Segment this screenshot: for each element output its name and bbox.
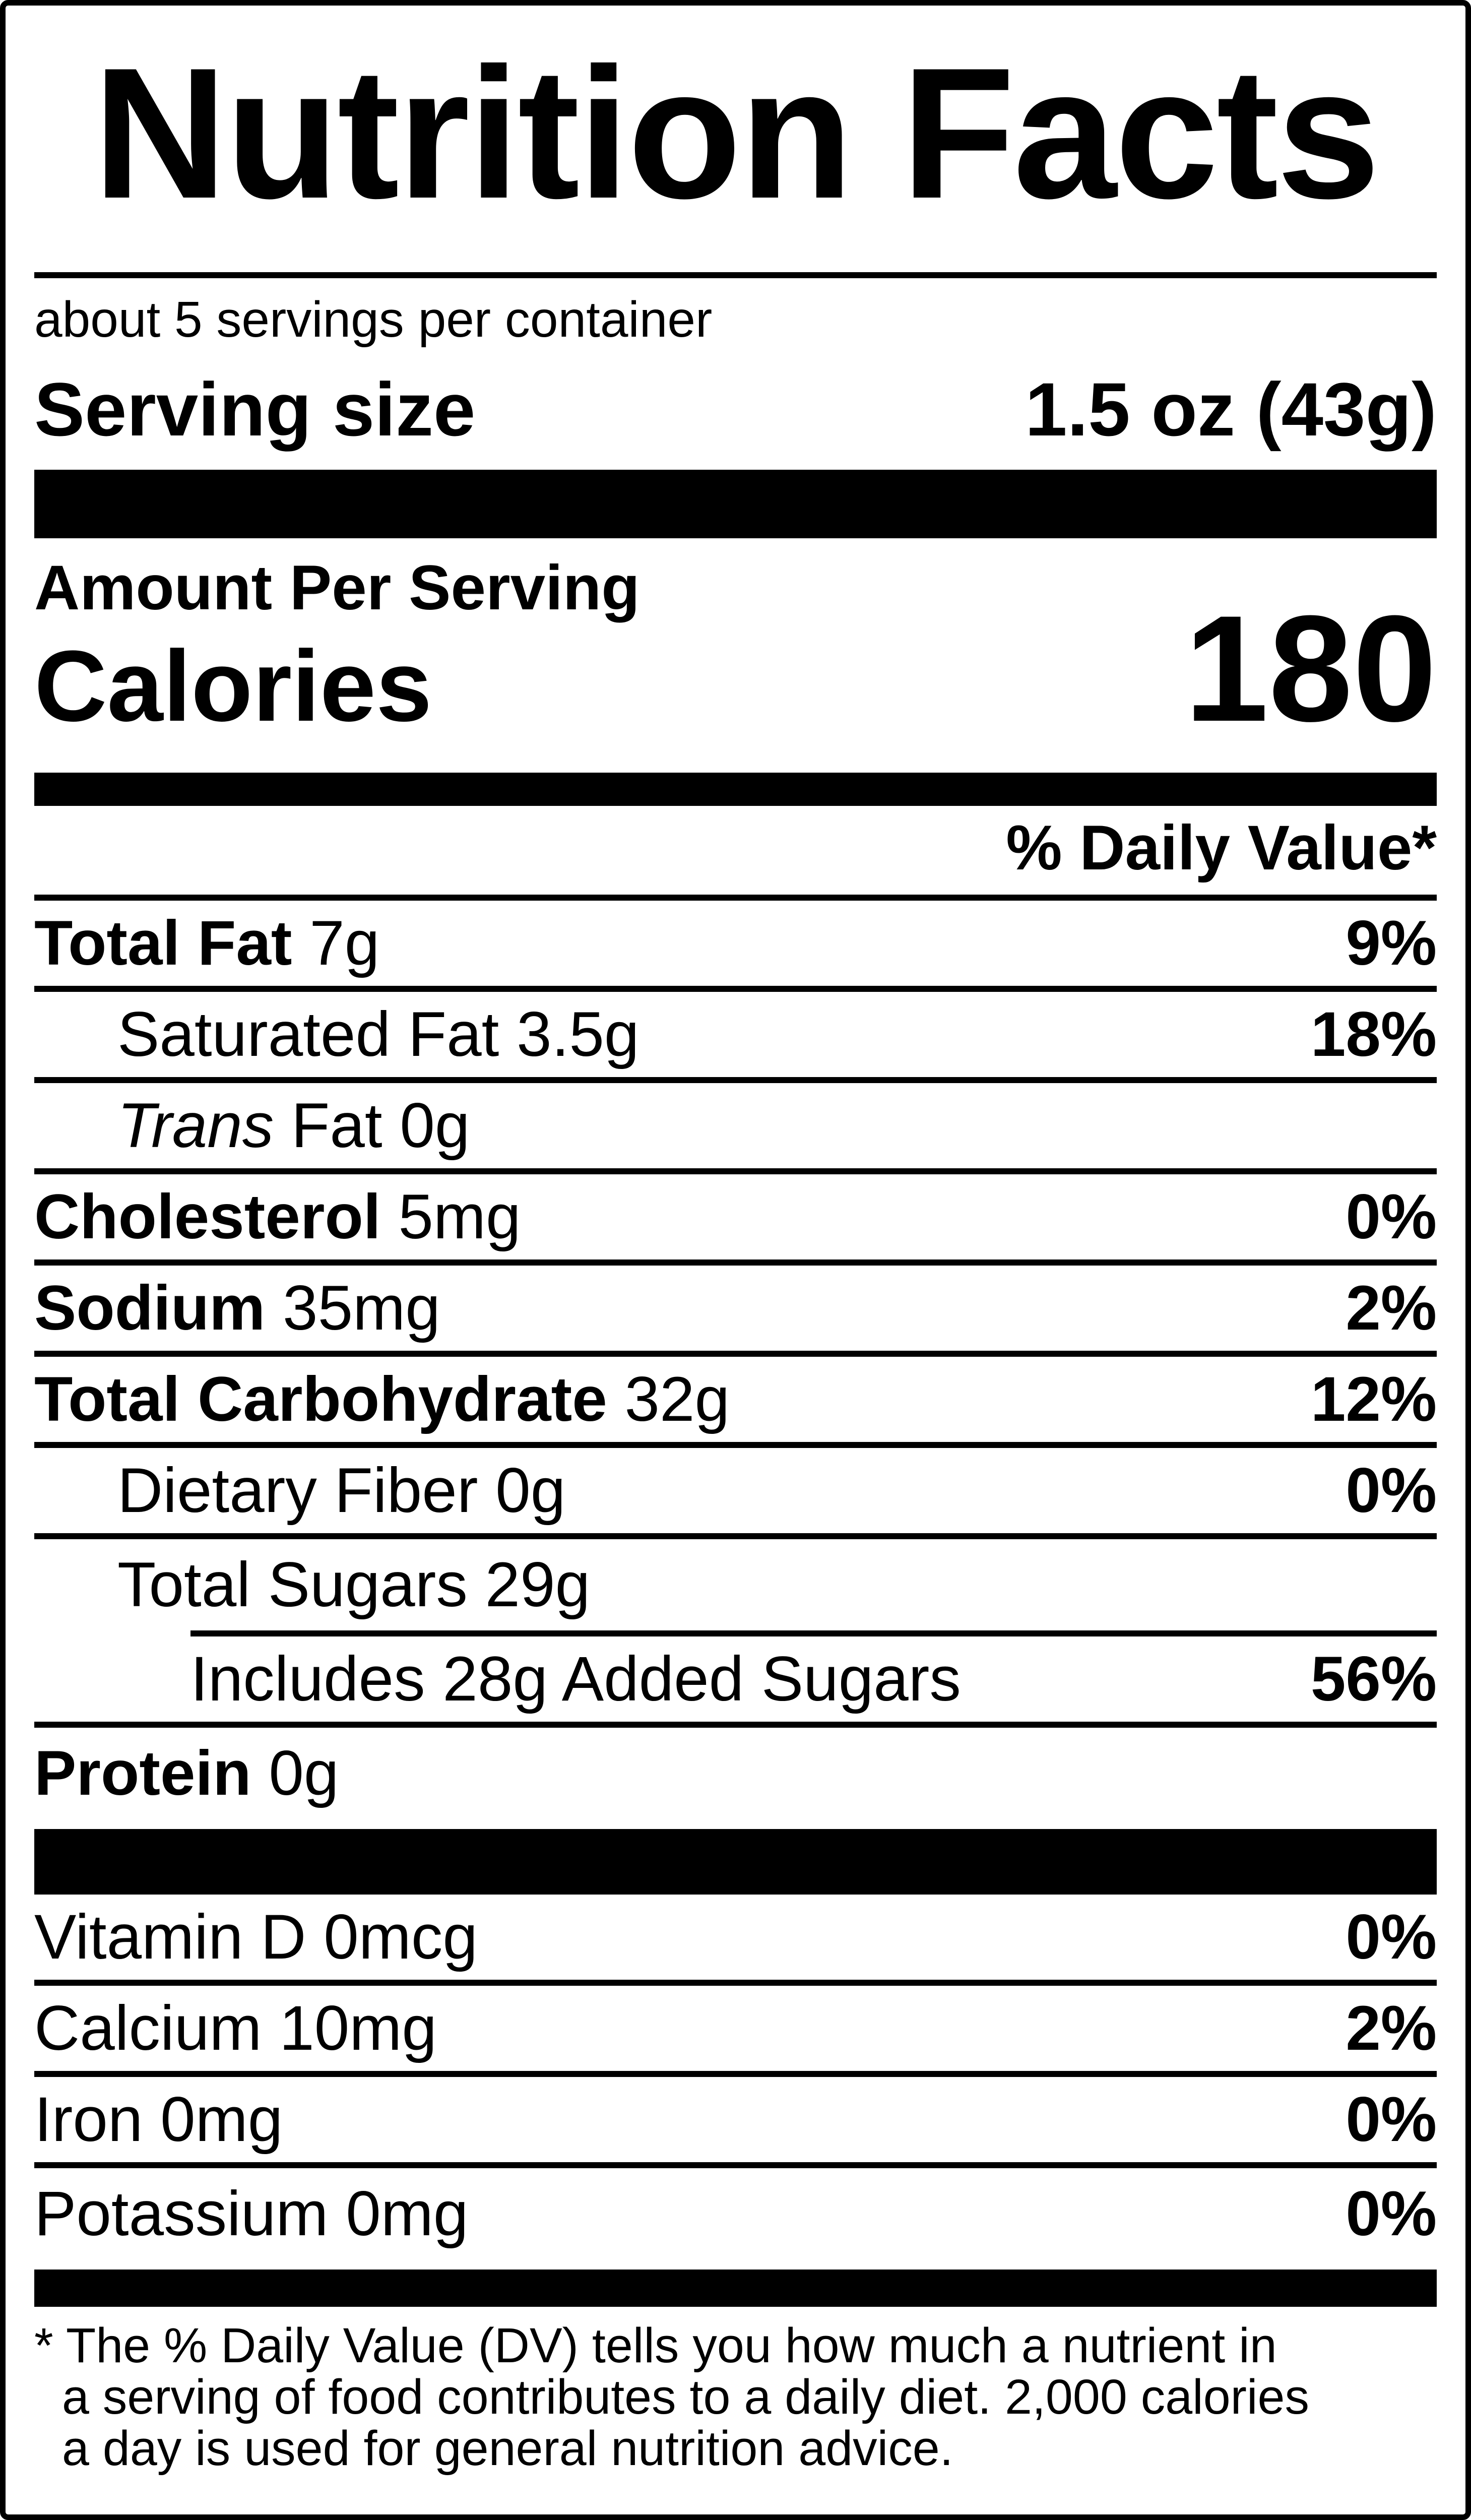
footnote-line: * The % Daily Value (DV) tells you how m…	[34, 2318, 1277, 2373]
nutrient-name: Fat	[291, 1091, 382, 1161]
nutrient-amount: 7g	[292, 908, 380, 978]
nutrient-amount: 32g	[607, 1364, 730, 1434]
nutrient-amount: 10mg	[262, 1993, 437, 2063]
nutrient-amount: 0mcg	[306, 1902, 478, 1972]
nutrient-name-cell: Trans Fat 0g	[34, 1094, 470, 1157]
calories-label: Calories	[34, 630, 432, 742]
nutrient-name: Total Carbohydrate	[34, 1364, 607, 1434]
daily-value-cell: 56%	[1310, 1644, 1437, 1714]
nutrient-amount: 35mg	[265, 1273, 440, 1343]
nutrient-name: Calcium	[34, 1993, 262, 2063]
daily-value-cell: 0%	[1346, 2179, 1437, 2249]
daily-value-cell: 0%	[1346, 1902, 1437, 1972]
thick-bar-serving	[34, 470, 1437, 538]
row-saturated-fat: Saturated Fat 3.5g 18%	[34, 992, 1437, 1083]
daily-value-cell: 12%	[1310, 1364, 1437, 1434]
nutrient-name: Dietary Fiber	[117, 1456, 478, 1526]
serving-size-row: Serving size 1.5 oz (43g)	[34, 371, 1437, 447]
thick-bar-footnote	[34, 2270, 1437, 2307]
footnote-line: a serving of food contributes to a daily…	[62, 2369, 1309, 2424]
row-calcium: Calcium 10mg 2%	[34, 1986, 1437, 2077]
nutrient-name-cell: Protein 0g	[34, 1742, 339, 1805]
daily-value-cell: 2%	[1346, 1273, 1437, 1343]
row-trans-fat: Trans Fat 0g	[34, 1083, 1437, 1174]
nutrient-name-cell: Total Carbohydrate 32g	[34, 1368, 730, 1431]
row-sodium: Sodium 35mg 2%	[34, 1266, 1437, 1357]
nutrient-name: Iron	[34, 2085, 143, 2155]
nutrient-amount: 29g	[467, 1550, 591, 1620]
row-total-fat: Total Fat 7g 9%	[34, 901, 1437, 992]
nutrient-name-italic: Trans	[117, 1091, 274, 1161]
row-dietary-fiber: Dietary Fiber 0g 0%	[34, 1448, 1437, 1539]
serving-size-value: 1.5 oz (43g)	[1025, 367, 1437, 452]
nutrient-name-cell: Dietary Fiber 0g	[34, 1459, 565, 1522]
row-iron: Iron 0mg 0%	[34, 2077, 1437, 2168]
nutrient-amount: 0g	[251, 1738, 339, 1808]
daily-value-cell: 0%	[1346, 1456, 1437, 1526]
nutrient-name: Sodium	[34, 1273, 266, 1343]
footnote: * The % Daily Value (DV) tells you how m…	[34, 2320, 1437, 2474]
nutrient-name: Vitamin D	[34, 1902, 306, 1972]
nutrient-name: Saturated Fat	[117, 999, 499, 1069]
calories-value: 180	[1184, 584, 1437, 753]
nutrient-name-cell: Cholesterol 5mg	[34, 1185, 521, 1248]
footnote-line: a day is used for general nutrition advi…	[62, 2420, 953, 2476]
nutrient-amount: 0g	[382, 1091, 470, 1161]
thick-bar-calories	[34, 773, 1437, 806]
row-potassium: Potassium 0mg 0%	[34, 2168, 1437, 2259]
nutrient-name-cell: Total Sugars 29g	[34, 1553, 590, 1616]
nutrient-amount: 3.5g	[499, 999, 639, 1069]
row-protein: Protein 0g	[34, 1728, 1437, 1819]
row-vitamin-d: Vitamin D 0mcg 0%	[34, 1895, 1437, 1986]
nutrient-amount: 0g	[478, 1456, 566, 1526]
nutrient-name: Protein	[34, 1738, 251, 1808]
nutrient-name-cell: Potassium 0mg	[34, 2182, 468, 2245]
nutrient-amount: 0mg	[143, 2085, 283, 2155]
nutrient-name-cell: Includes 28g Added Sugars	[34, 1648, 961, 1711]
nutrient-name-cell: Iron 0mg	[34, 2088, 283, 2151]
nutrient-name-cell: Sodium 35mg	[34, 1277, 440, 1340]
nutrient-table: Total Fat 7g 9% Saturated Fat 3.5g 18% T…	[34, 901, 1437, 1819]
daily-value-cell: 0%	[1346, 1182, 1437, 1252]
thick-bar-micronutrients	[34, 1829, 1437, 1895]
row-total-sugars: Total Sugars 29g	[34, 1539, 1437, 1630]
label-title: Nutrition Facts	[93, 29, 1380, 237]
daily-value-cell: 18%	[1310, 999, 1437, 1069]
nutrient-name: Includes 28g Added Sugars	[190, 1644, 961, 1714]
nutrient-name-cell: Total Fat 7g	[34, 912, 379, 975]
nutrient-name: Cholesterol	[34, 1182, 381, 1252]
separator-indented	[190, 1630, 1437, 1636]
calories-row: Calories 180	[34, 593, 1437, 744]
daily-value-cell: 9%	[1346, 908, 1437, 978]
nutrient-name: Potassium	[34, 2179, 329, 2249]
servings-per-container: about 5 servings per container	[34, 291, 713, 348]
serving-size-label: Serving size	[34, 367, 476, 452]
nutrient-name: Total Sugars	[117, 1550, 468, 1620]
nutrient-name-cell: Vitamin D 0mcg	[34, 1906, 478, 1969]
daily-value-cell: 2%	[1346, 1993, 1437, 2063]
row-includes-28g-added-sugars: Includes 28g Added Sugars 56%	[34, 1636, 1437, 1728]
nutrient-name: Total Fat	[34, 908, 292, 978]
row-total-carbohydrate: Total Carbohydrate 32g 12%	[34, 1357, 1437, 1448]
title-rule	[34, 272, 1437, 278]
amount-per-serving-label: Amount Per Serving	[34, 553, 640, 623]
daily-value-rule	[34, 895, 1437, 901]
nutrient-name-cell: Calcium 10mg	[34, 1997, 437, 2060]
nutrient-amount: 0mg	[328, 2179, 469, 2249]
nutrient-name-cell: Saturated Fat 3.5g	[34, 1003, 639, 1066]
row-cholesterol: Cholesterol 5mg 0%	[34, 1174, 1437, 1266]
daily-value-cell: 0%	[1346, 2085, 1437, 2155]
daily-value-header: % Daily Value*	[1006, 813, 1437, 883]
micronutrient-table: Vitamin D 0mcg 0% Calcium 10mg 2% Iron 0…	[34, 1895, 1437, 2259]
nutrient-amount: 5mg	[380, 1182, 521, 1252]
